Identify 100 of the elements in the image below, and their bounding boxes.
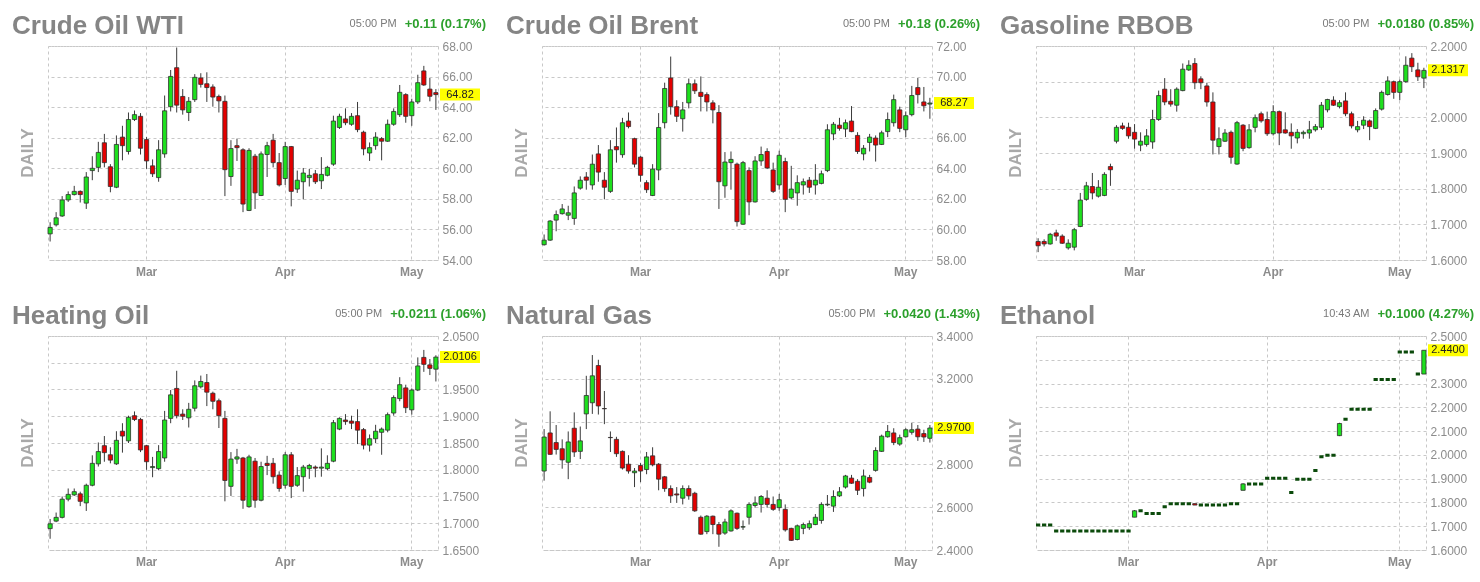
text: +0.11 (0.17%) — [404, 16, 486, 31]
candlestick — [1421, 349, 1427, 375]
y-tick-label: 1.9000 — [1430, 472, 1468, 487]
y-tick-label: 1.9000 — [442, 409, 480, 424]
x-tick-label: Mar — [1123, 264, 1146, 279]
x-tick-label: May — [894, 554, 918, 569]
text: 05:00 PM — [842, 17, 890, 29]
chart-title: Natural Gas — [506, 300, 652, 330]
y-tick-label: 2.2000 — [1430, 39, 1468, 54]
text: +0.18 (0.26%) — [897, 16, 980, 31]
y-tick-label: 1.6500 — [442, 543, 480, 558]
x-tick-label: Apr — [1256, 554, 1278, 569]
annotation: 2.9700 — [937, 421, 971, 434]
annotation: 2.4400 — [1431, 343, 1465, 356]
y-tick-label: 3.2000 — [936, 372, 974, 387]
y-tick-label: 64.00 — [936, 161, 967, 176]
y-tick-label: 2.0500 — [442, 329, 480, 344]
y-axis-title: DAILY — [18, 127, 37, 178]
y-tick-label: 1.7000 — [1430, 217, 1468, 232]
text: 05:00 PM — [828, 307, 876, 319]
y-tick-label: 2.6000 — [936, 500, 974, 515]
y-tick-label: 1.8000 — [1430, 182, 1468, 197]
y-tick-label: 60.00 — [442, 161, 473, 176]
text: +0.1000 (4.27%) — [1377, 306, 1474, 321]
y-tick-label: 1.8500 — [442, 436, 480, 451]
y-tick-label: 72.00 — [936, 39, 967, 54]
text: 05:00 PM — [349, 17, 397, 29]
x-tick-label: Mar — [1117, 554, 1140, 569]
y-tick-label: 60.00 — [936, 222, 967, 237]
y-tick-label: 1.7000 — [442, 516, 480, 531]
candlestick — [1107, 163, 1113, 187]
x-tick-label: Apr — [274, 554, 296, 569]
text: 05:00 PM — [1322, 17, 1370, 29]
text: 10:43 AM — [1323, 307, 1370, 319]
y-axis-title: DAILY — [18, 417, 37, 468]
x-tick-label: Apr — [1262, 264, 1284, 279]
x-tick-label: May — [400, 554, 424, 569]
y-tick-label: 56.00 — [442, 222, 473, 237]
y-tick-label: 54.00 — [442, 253, 473, 268]
y-tick-label: 1.9000 — [1430, 146, 1468, 161]
candlestick — [915, 77, 921, 104]
text: +0.0180 (0.85%) — [1377, 16, 1474, 31]
chart-title: Gasoline RBOB — [1000, 10, 1194, 40]
y-tick-label: 66.00 — [936, 131, 967, 146]
y-tick-label: 3.4000 — [936, 329, 974, 344]
y-tick-label: 2.5000 — [1430, 329, 1468, 344]
y-tick-label: 2.0000 — [1430, 110, 1468, 125]
y-tick-label: 66.00 — [442, 70, 473, 85]
y-tick-label: 2.0000 — [1430, 448, 1468, 463]
candlestick — [47, 518, 53, 540]
y-tick-label: 68.00 — [442, 39, 473, 54]
candlestick — [909, 85, 915, 117]
x-tick-label: Mar — [135, 554, 158, 569]
annotation: 68.27 — [940, 96, 968, 109]
x-tick-label: Mar — [629, 554, 652, 569]
y-tick-label: 1.7000 — [1430, 519, 1468, 534]
y-tick-label: 62.00 — [442, 131, 473, 146]
y-tick-label: 1.9500 — [442, 383, 480, 397]
y-tick-label: 58.00 — [936, 253, 967, 268]
y-tick-label: 1.8000 — [442, 463, 480, 478]
x-tick-label: Apr — [274, 264, 296, 279]
y-tick-label: 2.2000 — [1430, 400, 1468, 415]
candlestick — [53, 211, 59, 228]
x-tick-label: Mar — [629, 264, 652, 279]
y-tick-label: 64.00 — [442, 100, 473, 115]
candlestick — [601, 390, 607, 425]
annotation: 64.82 — [446, 87, 474, 100]
candlestick — [89, 155, 95, 181]
text: +0.0420 (1.43%) — [883, 306, 980, 321]
annotation: 2.1317 — [1431, 63, 1465, 76]
y-tick-label: 1.7500 — [442, 490, 480, 504]
y-tick-label: 1.6000 — [1430, 253, 1468, 268]
candlestick — [47, 221, 53, 242]
y-tick-label: 1.6000 — [1430, 543, 1468, 558]
chart-title: Heating Oil — [12, 300, 150, 330]
x-tick-label: May — [894, 264, 918, 279]
y-tick-label: 58.00 — [442, 192, 473, 207]
x-tick-label: May — [1388, 264, 1412, 279]
y-tick-label: 2.1000 — [1430, 424, 1468, 439]
x-tick-label: Apr — [768, 554, 790, 569]
candlestick — [607, 430, 613, 453]
y-tick-label: 70.00 — [936, 70, 967, 85]
y-tick-label: 2.8000 — [936, 457, 974, 472]
chart-title: Crude Oil Brent — [506, 10, 699, 40]
y-axis-title: DAILY — [512, 417, 531, 468]
x-tick-label: May — [400, 264, 424, 279]
x-tick-label: Apr — [768, 264, 790, 279]
y-axis-title: DAILY — [1006, 127, 1025, 178]
y-axis-title: DAILY — [1006, 417, 1025, 468]
x-tick-label: Mar — [135, 264, 158, 279]
annotation: 2.0106 — [443, 350, 477, 363]
candlestick — [234, 138, 240, 162]
y-tick-label: 2.3000 — [1430, 377, 1468, 392]
chart-title: Ethanol — [1000, 300, 1096, 330]
chart-title: Crude Oil WTI — [12, 10, 184, 40]
y-tick-label: 62.00 — [936, 192, 967, 207]
x-tick-label: May — [1388, 554, 1412, 569]
y-tick-label: 1.8000 — [1430, 495, 1468, 510]
y-tick-label: 2.4000 — [936, 543, 974, 558]
y-axis-title: DAILY — [512, 127, 531, 178]
